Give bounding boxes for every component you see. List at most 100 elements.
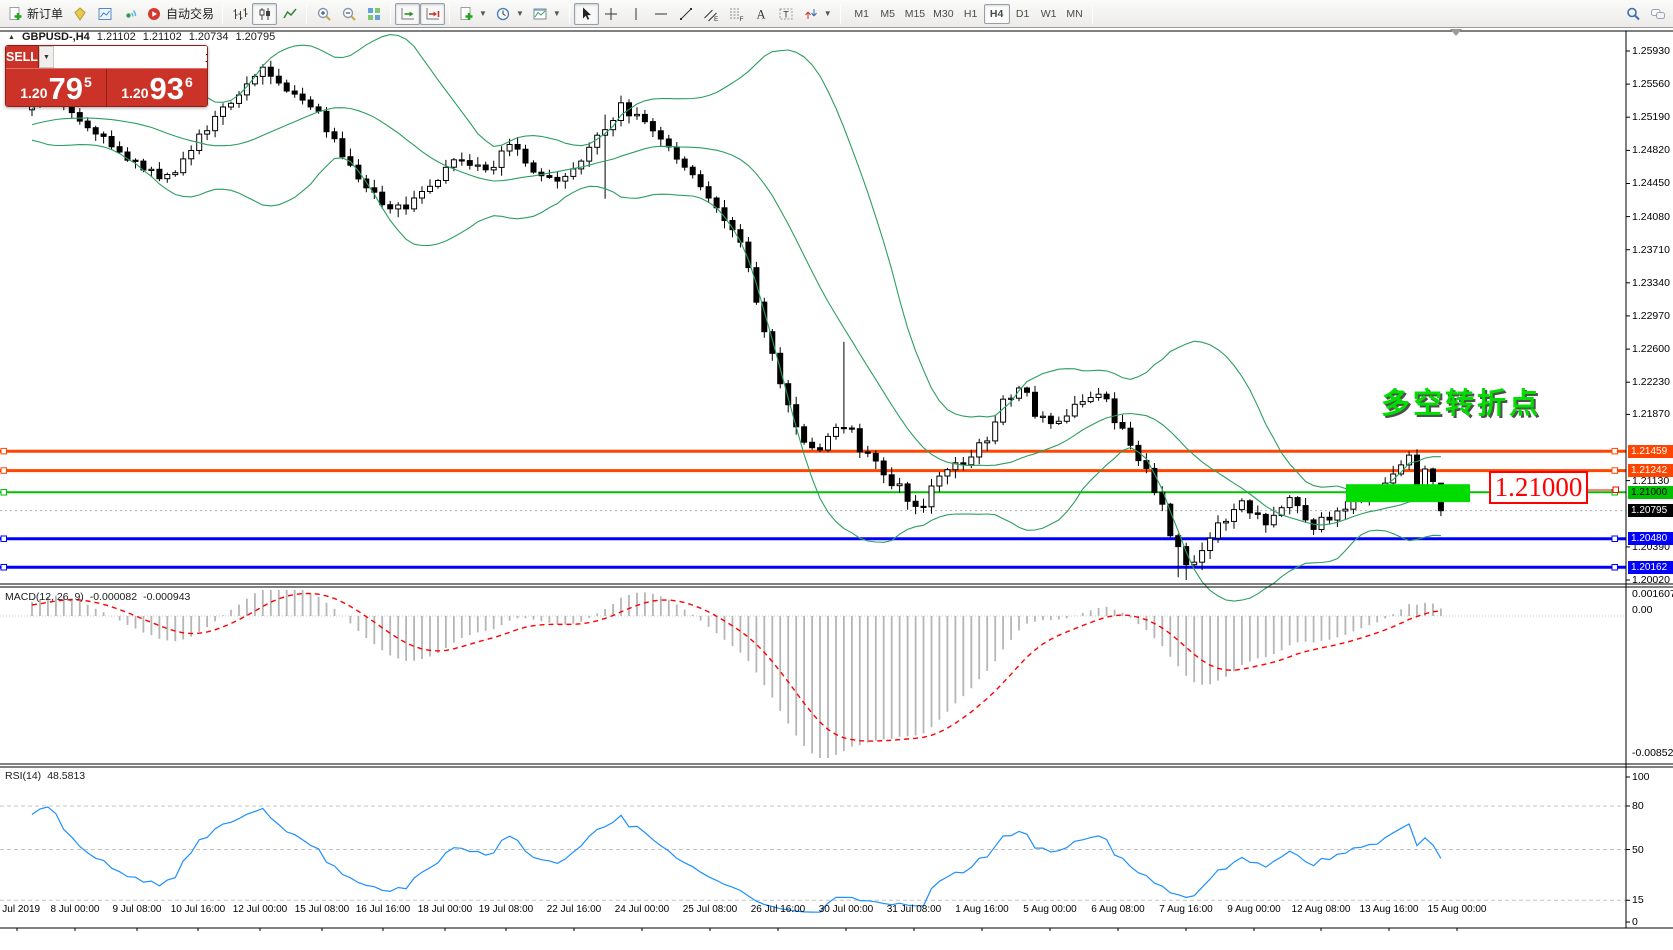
candlestick-chart-button[interactable] [252, 2, 278, 25]
timeframe-mn[interactable]: MN [1066, 7, 1083, 20]
textA-icon: A [753, 6, 769, 22]
ohlc-open: 1.21102 [96, 31, 136, 43]
buy-price-prefix: 1.20 [121, 85, 149, 101]
line-chart-button[interactable] [277, 3, 302, 25]
vertical-line-button[interactable] [624, 3, 649, 25]
sell-price-prefix: 1.20 [20, 85, 48, 101]
time-tick-label: 15 Aug 00:00 [1427, 904, 1487, 915]
one-click-trade-panel: SELL ▼ ▲ BUY 1.20 79 5 1.20 93 6 [5, 45, 208, 107]
doc-plus-icon [7, 6, 23, 22]
symbol-name: GBPUSD-,H4 [21, 31, 90, 43]
time-tick-label: 1 Aug 16:00 [955, 904, 1009, 915]
equidistant-channel-button[interactable]: E [699, 3, 724, 25]
trendline-button[interactable] [674, 3, 699, 25]
collapse-triangle-icon[interactable]: ▲ [8, 33, 15, 41]
community-chat-button[interactable] [1645, 3, 1670, 25]
timeframe-m5[interactable]: M5 [880, 7, 896, 20]
buy-price[interactable]: 1.20 93 6 [107, 69, 207, 106]
templates-button[interactable]: ▼ [528, 3, 565, 25]
chartshift-icon [425, 6, 441, 22]
time-tick-label: 30 Jul 00:00 [818, 904, 874, 915]
price-tick-label: 1.24450 [1632, 177, 1670, 190]
new-order-button[interactable]: 新订单 [3, 3, 67, 25]
time-tick-label: 12 Jul 00:00 [232, 904, 288, 915]
volume-decrease-button[interactable]: ▼ [38, 46, 54, 68]
tile-windows-button[interactable] [361, 3, 386, 25]
autoscroll-icon [400, 6, 416, 22]
charts-button[interactable] [92, 3, 117, 25]
indicators-list-button[interactable]: ▼ [454, 3, 491, 25]
tiles-icon [366, 6, 382, 22]
signals-button[interactable] [117, 3, 142, 25]
arrows-icon [803, 6, 819, 22]
timeframe-w1[interactable]: W1 [1040, 7, 1057, 20]
profiles-button[interactable] [67, 3, 92, 25]
price-tick-label: 1.21870 [1632, 408, 1670, 421]
arrow-objects-dropdown-icon[interactable]: ▼ [823, 9, 832, 18]
timeframe-m30[interactable]: M30 [933, 7, 954, 20]
price-level-badge: 1.21242 [1628, 464, 1673, 478]
fibonacci-button[interactable]: F [724, 3, 749, 25]
chart-canvas[interactable] [0, 28, 1673, 950]
price-callout-label[interactable]: 1.21000 [1489, 471, 1588, 504]
text-button[interactable]: A [749, 3, 774, 25]
ohlc-high: 1.21102 [142, 31, 182, 43]
periods-button[interactable]: ▼ [491, 3, 528, 25]
timeframe-h1[interactable]: H1 [963, 7, 978, 20]
templates-dropdown-icon[interactable]: ▼ [552, 9, 561, 18]
indicators-list-dropdown-icon[interactable]: ▼ [479, 9, 487, 18]
time-tick-label: 10 Jul 16:00 [170, 904, 226, 915]
zoom-out-button[interactable] [336, 3, 361, 25]
rsi-axis-label: 0 [1632, 916, 1638, 928]
autotrading-button[interactable]: 自动交易 [142, 3, 218, 25]
new-order-label: 新订单 [27, 7, 64, 21]
trendline-icon [678, 6, 694, 22]
time-tick-label: 9 Aug 00:00 [1227, 904, 1281, 915]
time-tick-label: 12 Aug 08:00 [1291, 904, 1351, 915]
search-icon [1625, 6, 1641, 22]
channel-icon: E [703, 6, 719, 22]
time-tick-label: 19 Jul 08:00 [478, 904, 534, 915]
price-tick-label: 1.20020 [1632, 574, 1670, 586]
macd-indicator-label: MACD(12, 26, 9) -0.000082 -0.000943 [5, 591, 191, 603]
volume-input[interactable] [53, 46, 207, 68]
annotation-text[interactable]: 多空转折点 [1381, 388, 1542, 420]
price-tick-label: 1.25930 [1632, 45, 1670, 57]
timeframe-m1[interactable]: M1 [854, 7, 870, 20]
price-tick-label: 1.25560 [1632, 78, 1670, 91]
bar-chart-button[interactable] [227, 3, 252, 25]
zoom-in-button[interactable] [311, 3, 336, 25]
svg-text:E: E [714, 16, 719, 22]
crosshair-icon [603, 6, 619, 22]
timeframe-m15[interactable]: M15 [904, 7, 926, 20]
buy-price-big: 93 [149, 71, 184, 106]
sell-price[interactable]: 1.20 79 5 [6, 69, 106, 106]
time-tick-label: 9 Jul 08:00 [112, 904, 162, 915]
macd-axis-label: 0.00 [1632, 604, 1653, 616]
symbol-title: ▲ GBPUSD-,H4 1.21102 1.21102 1.20734 1.2… [8, 31, 275, 43]
price-tick-label: 1.22600 [1632, 343, 1670, 356]
current-price-badge: 1.20795 [1628, 504, 1673, 518]
periods-dropdown-icon[interactable]: ▼ [515, 9, 524, 18]
chart-shift-button[interactable] [420, 2, 446, 25]
horizontal-line-button[interactable] [649, 3, 674, 25]
chart-shift-marker-icon[interactable] [1450, 29, 1462, 36]
price-tick-label: 1.22970 [1632, 309, 1670, 322]
timeframe-d1[interactable]: D1 [1015, 7, 1030, 20]
auto-scroll-button[interactable] [395, 2, 421, 25]
time-tick-label: 6 Aug 08:00 [1091, 904, 1145, 915]
timeframe-h4[interactable]: H4 [983, 3, 1010, 24]
price-tick-label: 1.22230 [1632, 376, 1670, 389]
autotrade-icon [146, 6, 162, 22]
time-tick-label: 26 Jul 16:00 [750, 904, 806, 915]
time-tick-label: 15 J​ul 08:00 [294, 904, 350, 915]
linechart-icon [282, 6, 298, 22]
cursor-button[interactable] [573, 2, 599, 25]
search-button[interactable] [1620, 3, 1645, 25]
sell-button[interactable]: SELL [6, 50, 38, 64]
crosshair-button[interactable] [599, 3, 624, 25]
arrow-objects-button[interactable]: ▼ [799, 3, 836, 25]
ohlc-close: 1.20795 [235, 31, 276, 43]
text-label-button[interactable]: T [774, 3, 799, 25]
rsi-axis-label: 15 [1632, 894, 1644, 907]
